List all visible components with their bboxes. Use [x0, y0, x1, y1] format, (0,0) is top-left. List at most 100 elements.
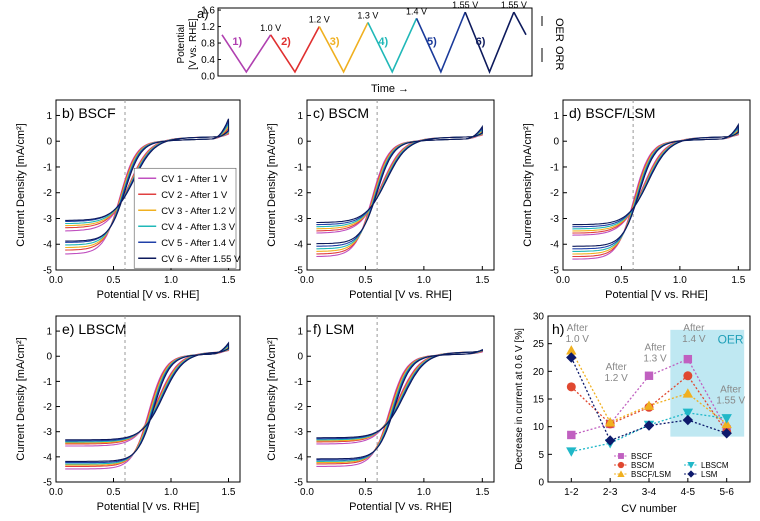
cv-xtick-label: 0.0 [300, 275, 314, 286]
h-series-line [570, 374, 728, 433]
cv-ytick-label: -4 [43, 240, 52, 251]
cv-xtick-label: 1.5 [731, 275, 745, 286]
cv-xtick-label: 1.5 [475, 487, 489, 498]
legend-entry: CV 5 - After 1.4 V [161, 238, 236, 249]
panel-h-decrease-chart: OER h) 0 5 10 15 20 25 30 1-2 2-3 3-4 4-5 5-6 CV numbe… [514, 312, 751, 515]
panel-a-side-top: OER [553, 18, 565, 42]
cv-ytick-label: 1 [46, 111, 52, 122]
cv-xtick-label: 0.5 [358, 275, 372, 286]
cv-xlabel: Potential [V vs. RHE] [97, 289, 200, 301]
h-annotation: After 1.2 V [604, 362, 628, 384]
cv-xlabel: Potential [V vs. RHE] [349, 289, 452, 301]
panel-a-cycle-line [221, 34, 272, 74]
h-marker-diamond [643, 420, 655, 431]
cv-ylabel: Current Density [mA/cm²] [15, 337, 27, 460]
cv-curve [65, 346, 230, 467]
cv-ytick-label: -4 [294, 452, 303, 463]
cv-curve [572, 122, 739, 247]
legend-entry: CV 1 - After 1 V [161, 174, 228, 185]
cv-xlabel: Potential [V vs. RHE] [349, 501, 452, 513]
cv-ytick-label: 1 [297, 327, 303, 338]
cv-curve [316, 350, 483, 464]
panel-b-bscf: b) BSCF 0.0 0.5 1.0 1.5 -5 -4 -3 -2 -1 0 1 Potential… [15, 99, 241, 301]
cv-ytick-label: -4 [43, 452, 52, 463]
cv-frame [306, 99, 495, 271]
panel-a-upper-label: 1.0 V [260, 23, 281, 33]
cv-frame [55, 99, 241, 271]
h-ytick-label: 15 [533, 395, 545, 406]
panel-a-cycle-label: 4) [378, 36, 388, 48]
cv-xtick-label: 1.5 [475, 275, 489, 286]
h-xtick-label: 3-4 [642, 487, 657, 498]
oer-region-label: OER [718, 333, 744, 347]
panel-e-lbscm: e) LBSCM 0.0 0.5 1.0 1.5 -5 -4 -3 -2 -1 0 1 Potentia… [15, 315, 241, 513]
cv-xtick-label: 1.0 [164, 487, 178, 498]
cv-title: b) BSCF [62, 105, 116, 121]
legend-entry: CV 4 - After 1.3 V [161, 222, 236, 233]
panel-a-cycle-label: 1) [232, 36, 242, 48]
cv-ytick-label: -2 [43, 402, 52, 413]
cv-xtick-label: 0.5 [107, 275, 121, 286]
cv-xtick-label: 0.0 [556, 275, 570, 286]
h-series-line [570, 349, 728, 425]
h-xtick-label: 1-2 [564, 487, 579, 498]
cv-curve [65, 342, 230, 464]
h-marker-diamond [721, 428, 732, 439]
cv-ytick-label: -4 [294, 240, 303, 251]
h-legend-entry: BSCF [631, 452, 652, 461]
cv-ytick-label: -3 [43, 214, 52, 225]
cv-ytick-label: -2 [294, 188, 303, 199]
h-marker-circle [617, 461, 625, 469]
panel-c-bscm: c) BSCM 0.0 0.5 1.0 1.5 -5 -4 -3 -2 -1 0 1 Potential… [266, 99, 495, 301]
cv-ytick-label: -1 [550, 162, 559, 173]
h-title: h) [552, 321, 564, 337]
panel-a-upper-label: 1.3 V [357, 10, 378, 20]
h-marker-square [618, 453, 624, 459]
cv-ytick-label: -1 [43, 162, 52, 173]
panel-f-lsm: f) LSM 0.0 0.5 1.0 1.5 -5 -4 -3 -2 -1 0 1 Potential … [266, 315, 495, 513]
cv-ytick-label: -1 [294, 377, 303, 388]
cv-ytick-label: -3 [294, 427, 303, 438]
cv-ytick-label: -5 [550, 266, 559, 277]
cv-title: f) LSM [313, 321, 354, 337]
cv-ytick-label: 1 [46, 327, 52, 338]
cv-ytick-label: -4 [550, 240, 559, 251]
h-marker-triangle-up [604, 417, 616, 427]
cv-xtick-label: 0.5 [614, 275, 628, 286]
h-ytick-label: 5 [538, 450, 544, 461]
h-marker-triangle-up [566, 345, 577, 355]
h-legend-entry: LSM [701, 470, 718, 479]
cv-xtick-label: 1.0 [417, 487, 431, 498]
panel-a-upper-label: 1.55 V [501, 0, 527, 10]
h-ylabel: Decrease in current at 0.6 V [%] [514, 328, 525, 470]
panel-a-ytick-label: 0.0 [201, 72, 215, 83]
h-marker-diamond [687, 470, 695, 478]
h-marker-square [567, 430, 576, 440]
cv-curve [65, 348, 230, 470]
oer-region [670, 329, 745, 437]
cv-curve [316, 124, 483, 245]
cv-xtick-label: 1.0 [673, 275, 687, 286]
panel-a-xlabel: Time → [371, 83, 409, 95]
cv-curve [65, 341, 230, 462]
h-legend-entry: BSCM [631, 461, 654, 470]
panel-a-cycle-line [269, 26, 320, 74]
cv-curve [316, 349, 483, 462]
panel-a-ytick-label: 0.8 [201, 39, 215, 50]
h-marker-triangle-up [682, 388, 694, 398]
h-ytick-label: 20 [533, 367, 545, 378]
cv-curve [316, 131, 483, 255]
h-xtick-label: 4-5 [681, 487, 696, 498]
h-marker-triangle-up [643, 400, 655, 410]
cv-curve [316, 129, 483, 252]
h-legend-entry: BSCF/LSM [631, 470, 671, 479]
panel-a-upper-label: 1.4 V [406, 6, 427, 16]
cv-ylabel: Current Density [mA/cm²] [266, 123, 278, 246]
panel-a-frame [217, 7, 533, 77]
legend-entry: CV 3 - After 1.2 V [161, 206, 236, 217]
panel-a-ytick-label: 0.4 [201, 55, 215, 66]
panel-a-cycle-label: 5) [427, 36, 437, 48]
cv-xtick-label: 0.0 [49, 275, 63, 286]
cv-xtick-label: 0.5 [358, 487, 372, 498]
h-marker-diamond [682, 414, 694, 426]
